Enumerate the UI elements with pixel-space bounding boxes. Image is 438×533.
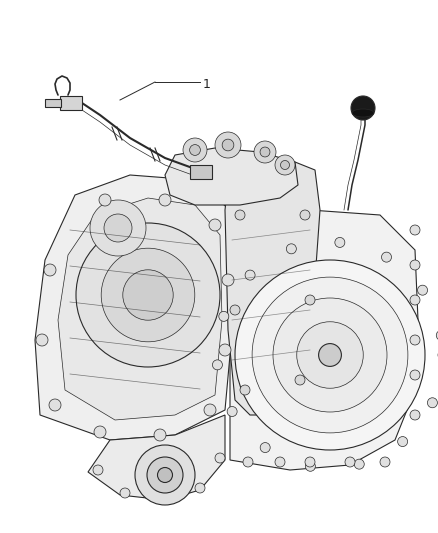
Circle shape: [275, 457, 285, 467]
Text: 1: 1: [203, 78, 211, 92]
Circle shape: [222, 139, 234, 151]
Circle shape: [243, 457, 253, 467]
Circle shape: [183, 138, 207, 162]
Circle shape: [190, 144, 201, 156]
Circle shape: [305, 461, 315, 471]
Circle shape: [305, 295, 315, 305]
Circle shape: [204, 404, 216, 416]
Circle shape: [380, 457, 390, 467]
Circle shape: [123, 270, 173, 320]
Circle shape: [417, 285, 427, 295]
Circle shape: [427, 398, 438, 408]
Circle shape: [230, 305, 240, 315]
Circle shape: [120, 488, 130, 498]
Circle shape: [215, 453, 225, 463]
Circle shape: [300, 210, 310, 220]
Circle shape: [351, 96, 375, 120]
Circle shape: [94, 426, 106, 438]
Circle shape: [260, 442, 270, 453]
Ellipse shape: [352, 109, 374, 117]
FancyBboxPatch shape: [60, 96, 82, 110]
Circle shape: [335, 237, 345, 247]
Circle shape: [154, 429, 166, 441]
Circle shape: [76, 223, 220, 367]
Circle shape: [215, 132, 241, 158]
Circle shape: [254, 141, 276, 163]
Circle shape: [273, 298, 387, 412]
Polygon shape: [35, 175, 235, 440]
Circle shape: [286, 244, 297, 254]
Circle shape: [410, 335, 420, 345]
Circle shape: [245, 270, 255, 280]
Circle shape: [49, 399, 61, 411]
Circle shape: [354, 459, 364, 469]
Circle shape: [104, 214, 132, 242]
Circle shape: [252, 277, 408, 433]
Circle shape: [260, 147, 270, 157]
Circle shape: [90, 200, 146, 256]
Circle shape: [219, 311, 229, 321]
Circle shape: [158, 467, 173, 482]
Circle shape: [235, 260, 425, 450]
Circle shape: [410, 225, 420, 235]
Circle shape: [235, 210, 245, 220]
Circle shape: [410, 370, 420, 380]
Circle shape: [159, 194, 171, 206]
Circle shape: [436, 330, 438, 341]
FancyBboxPatch shape: [45, 99, 61, 107]
Circle shape: [44, 264, 56, 276]
Circle shape: [297, 322, 363, 388]
Polygon shape: [58, 198, 222, 420]
Polygon shape: [225, 162, 320, 415]
Circle shape: [147, 457, 183, 493]
Polygon shape: [230, 210, 418, 470]
Circle shape: [101, 248, 195, 342]
Circle shape: [209, 219, 221, 231]
Circle shape: [305, 457, 315, 467]
Circle shape: [345, 457, 355, 467]
Circle shape: [275, 155, 295, 175]
Circle shape: [410, 410, 420, 420]
Polygon shape: [165, 148, 298, 205]
Circle shape: [219, 344, 231, 356]
Circle shape: [240, 385, 250, 395]
FancyBboxPatch shape: [190, 165, 212, 179]
Circle shape: [410, 295, 420, 305]
Circle shape: [135, 445, 195, 505]
Circle shape: [99, 194, 111, 206]
Circle shape: [295, 375, 305, 385]
Circle shape: [318, 344, 341, 366]
Circle shape: [212, 360, 223, 370]
Circle shape: [398, 437, 408, 447]
Polygon shape: [88, 415, 225, 500]
Circle shape: [381, 252, 392, 262]
Circle shape: [195, 483, 205, 493]
Circle shape: [410, 260, 420, 270]
Circle shape: [227, 407, 237, 416]
Circle shape: [280, 160, 290, 169]
Circle shape: [222, 274, 234, 286]
Circle shape: [93, 465, 103, 475]
Circle shape: [36, 334, 48, 346]
